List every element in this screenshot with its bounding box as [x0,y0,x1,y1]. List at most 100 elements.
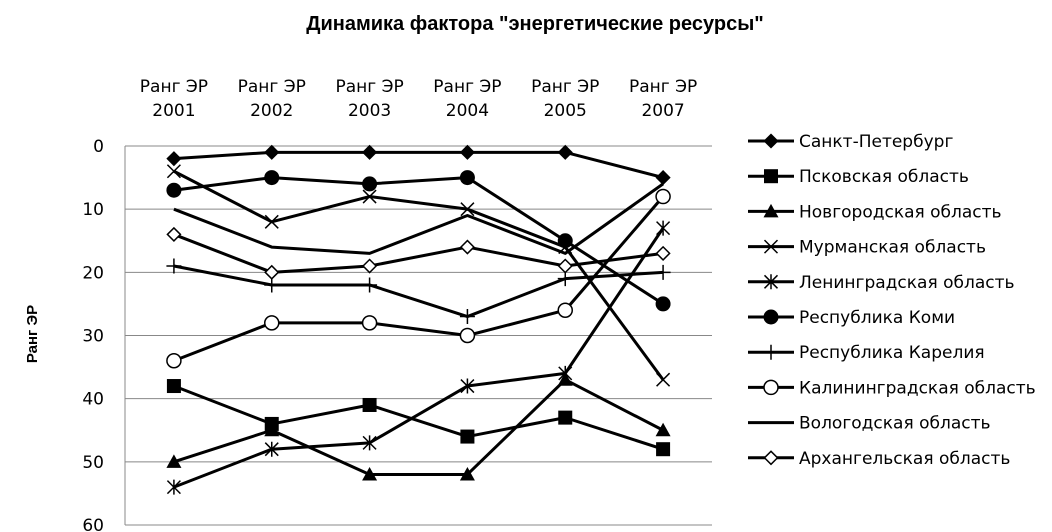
legend-marker [763,344,779,360]
data-point [558,365,573,381]
legend-marker [763,379,779,396]
legend-label: Санкт-Петербург [799,132,953,152]
y-tick-label: 0 [93,137,104,157]
series-line [173,176,664,306]
series-9 [173,182,664,255]
data-point [166,258,182,274]
legend-entry: Санкт-Петербург [748,132,953,152]
x-tick-labels: Ранг ЭР 2001 Ранг ЭР 2002 Ранг ЭР 2003 Ранг ЭР… [140,77,697,121]
data-point [362,397,377,412]
legend-entry: Новгородская область [748,202,1002,222]
data-point [656,220,671,236]
data-point [557,271,573,287]
series-lines [166,144,671,495]
x-tick-label: Ранг ЭР 2004 [433,77,501,121]
legend-label: Калининградская область [799,378,1036,398]
legend-entry: Калининградская область [748,378,1036,398]
data-point [655,422,671,437]
legend-entry: Ленинградская область [748,273,1015,293]
data-point [362,176,378,192]
data-point [557,233,573,249]
data-point [656,442,671,457]
series-line [173,227,665,489]
series-5 [166,220,671,495]
legend-marker [763,239,779,254]
data-point [362,144,378,160]
series-2 [166,379,671,457]
data-point [655,296,671,312]
data-point [459,239,475,255]
data-point [362,258,378,274]
legend-entry: Мурманская область [748,238,986,258]
series-10 [166,226,671,280]
data-point [264,264,280,280]
data-point [460,202,475,217]
series-line [173,150,664,180]
data-point [264,422,280,437]
data-point [264,315,280,331]
x-tick-label: Ранг ЭР 2002 [238,77,306,121]
data-point [166,479,181,495]
data-point [166,164,181,179]
data-point [166,379,181,394]
data-point [558,410,573,425]
data-point [459,327,476,344]
data-point [166,353,182,369]
series-line [173,233,664,274]
legend-marker [763,309,779,325]
data-point [166,151,182,167]
data-point [264,214,279,229]
data-point [655,264,671,280]
legend-entry: Вологодская область [748,414,991,434]
series-line [173,264,664,319]
legend-marker [763,133,779,149]
legend-label: Новгородская область [799,202,1002,222]
y-tick-label: 60 [82,516,104,532]
x-tick-label: Ранг ЭР 2007 [629,77,697,121]
data-point [264,144,280,160]
legend-entry: Псковская область [748,167,969,187]
legend-label: Псковская область [799,167,969,187]
data-point [460,429,475,444]
data-point [557,144,573,160]
legend-entry: Архангельская область [748,449,1010,469]
legend-label: Республика Карелия [799,343,985,363]
data-point [166,182,182,198]
data-point [459,466,475,481]
series-line [173,182,664,255]
data-point [459,170,475,186]
y-tick-label: 50 [82,453,104,473]
data-point [264,170,280,186]
data-point [655,188,671,205]
series-8 [166,188,671,369]
series-6 [166,170,671,312]
x-tick-label: Ранг ЭР 2005 [531,77,599,121]
series-1 [166,144,671,186]
data-point [362,277,378,293]
y-tick-label: 40 [82,390,104,410]
y-tick-label: 20 [82,263,104,283]
data-point [362,435,377,451]
data-point [362,466,378,481]
data-point [655,170,671,186]
x-tick-label: Ранг ЭР 2003 [335,77,403,121]
data-point [459,309,475,325]
data-point [557,258,573,274]
series-line [173,195,665,363]
series-line [173,378,664,476]
data-point [655,245,671,261]
chart-title: Динамика фактора "энергетические ресурсы… [306,13,764,35]
series-line [173,384,664,451]
legend-entry: Республика Карелия [748,343,985,363]
data-point [264,277,280,293]
data-point [362,189,377,204]
legend: Санкт-Петербург Псковская область Новгород… [748,132,1036,469]
x-tick-label: Ранг ЭР 2001 [140,77,208,121]
legend-marker [763,450,779,466]
legend-entry: Республика Коми [748,308,955,328]
data-point [459,144,475,160]
series-line [173,169,665,381]
data-point [557,302,573,318]
data-point [166,454,182,468]
